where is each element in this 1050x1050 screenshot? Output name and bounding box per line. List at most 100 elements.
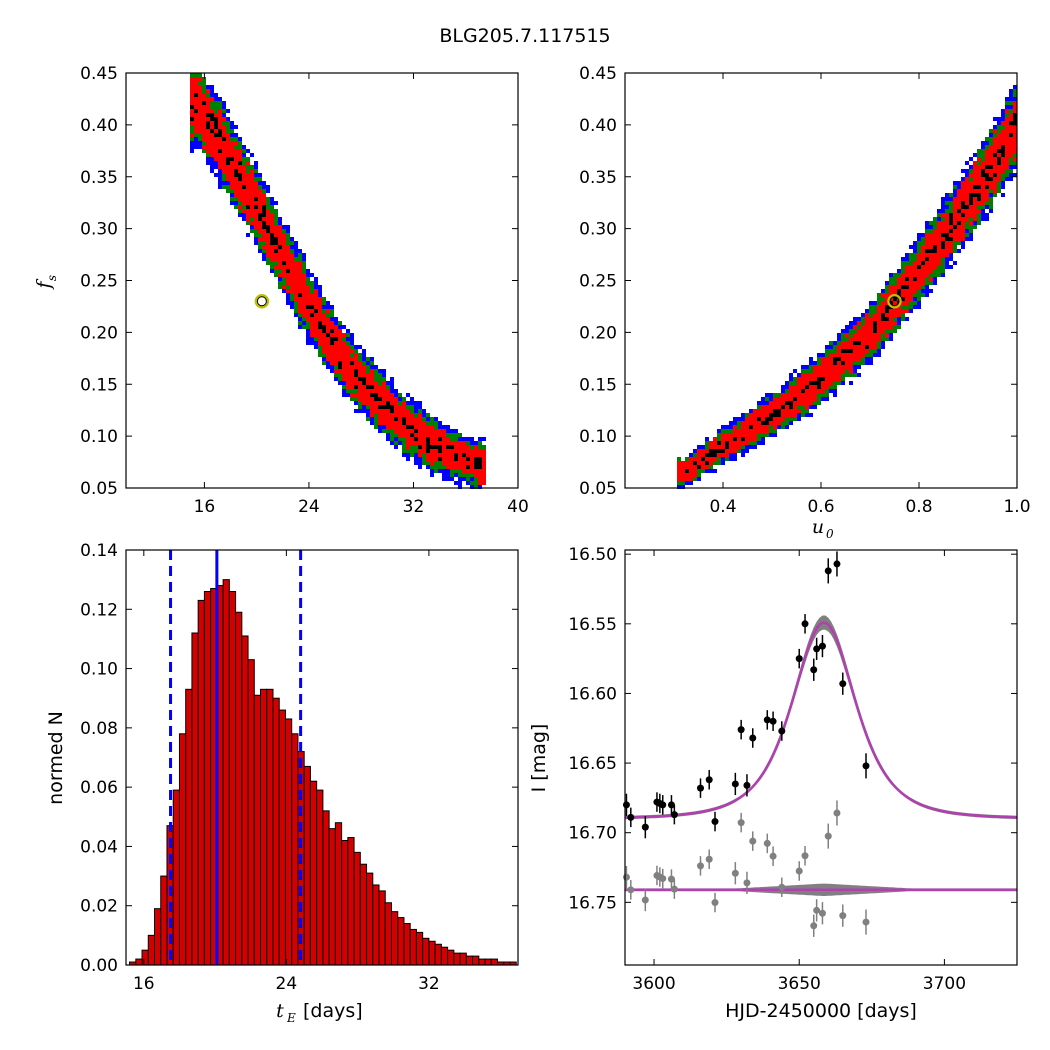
p1-heat-cell (306, 317, 310, 321)
p2-heat-cell (969, 225, 973, 229)
p1-heat-cell (222, 165, 226, 169)
p2-heat-cell (897, 269, 901, 273)
p1-heat-cell (326, 321, 330, 325)
p2-heat-cell (1013, 125, 1017, 129)
p1-heat-cell (310, 313, 314, 317)
p1-heat-cell (194, 137, 198, 141)
p4-residual-point (696, 862, 704, 870)
p2-heat-cell (849, 321, 853, 325)
p2-heat-cell (857, 373, 861, 377)
p1-heat-cell (446, 477, 450, 481)
p1-heat-cell (302, 261, 306, 265)
p3-hist-bar (291, 733, 299, 966)
p1-heat-cell (218, 133, 222, 137)
p2-xtick-label: 0.6 (807, 497, 834, 517)
p2-heat-cell (809, 393, 813, 397)
p1-heat-cell (346, 329, 350, 333)
p1-heat-cell (274, 265, 278, 269)
p2-heat-cell (961, 237, 965, 241)
p2-heat-cell (953, 245, 957, 249)
p2-heat-cell (901, 317, 905, 321)
p1-heat-cell (286, 245, 290, 249)
p1-heat-cell (334, 369, 338, 373)
p2-heat-cell (993, 177, 997, 181)
p2-heat-cell (949, 249, 953, 253)
p1-heat-cell (426, 461, 430, 465)
p1-heat-cell (210, 117, 214, 121)
p2-heat-cell (721, 449, 725, 453)
p2-heat-cell (901, 277, 905, 281)
p1-heat-cell (298, 285, 302, 289)
p1-heat-cell (246, 181, 250, 185)
p2-heat-cell (781, 397, 785, 401)
p2-heat-cell (893, 281, 897, 285)
p1-heat-cell (362, 353, 366, 357)
p1-heat-cell (250, 189, 254, 193)
p1-heat-cell (366, 369, 370, 373)
p1-heat-cell (334, 353, 338, 357)
p1-heat-cell (326, 329, 330, 333)
p2-heat-cell (981, 145, 985, 149)
p2-heat-cell (1005, 137, 1009, 141)
p2-heat-cell (865, 317, 869, 321)
p2-heat-cell (889, 281, 893, 285)
p2-heat-cell (833, 357, 837, 361)
p2-heat-cell (969, 197, 973, 201)
p2-heat-cell (957, 205, 961, 209)
p1-heat-cell (354, 353, 358, 357)
p2-heat-cell (917, 297, 921, 301)
p1-heat-cell (326, 313, 330, 317)
p1-heat-cell (354, 397, 358, 401)
p1-heat-cell (210, 169, 214, 173)
p2-heat-cell (721, 453, 725, 457)
p1-heat-cell (238, 185, 242, 189)
p1-heat-cell (242, 177, 246, 181)
p3-hist-bar (347, 837, 355, 966)
p1-heat-cell (350, 377, 354, 381)
p1-heat-cell (314, 293, 318, 297)
p2-heat-cell (817, 365, 821, 369)
p1-heat-cell (446, 425, 450, 429)
p1-heat-cell (474, 469, 478, 473)
p2-heat-cell (1013, 141, 1017, 145)
p2-heat-cell (729, 441, 733, 445)
p2-heat-cell (925, 265, 929, 269)
p1-heat-cell (234, 149, 238, 153)
p2-heat-cell (1013, 117, 1017, 121)
p2-heat-cell (725, 425, 729, 429)
p1-heat-cell (262, 237, 266, 241)
p1-heat-cell (278, 285, 282, 289)
p2-heat-cell (757, 417, 761, 421)
p1-heat-cell (222, 133, 226, 137)
p1-heat-cell (230, 157, 234, 161)
p2-heat-cell (833, 377, 837, 381)
p2-heat-cell (977, 165, 981, 169)
p2-heat-cell (817, 381, 821, 385)
p2-heat-cell (1005, 161, 1009, 165)
p2-heat-cell (693, 453, 697, 457)
p2-heat-cell (1005, 157, 1009, 161)
p2-heat-cell (741, 453, 745, 457)
p1-heat-cell (190, 73, 194, 77)
p1-heat-cell (318, 309, 322, 313)
p1-heat-cell (214, 165, 218, 169)
p4-data-point (622, 801, 630, 809)
p2-heat-cell (753, 421, 757, 425)
p1-heat-cell (270, 253, 274, 257)
p2-heat-cell (965, 233, 969, 237)
p1-heat-cell (462, 461, 466, 465)
p2-heat-cell (913, 289, 917, 293)
p2-heat-cell (869, 341, 873, 345)
p2-heat-cell (757, 429, 761, 433)
p4-ylabel: I [mag] (528, 724, 550, 793)
p1-heat-cell (410, 417, 414, 421)
p2-heat-cell (985, 141, 989, 145)
p1-heat-cell (302, 265, 306, 269)
p1-heat-cell (250, 173, 254, 177)
p1-heat-cell (422, 417, 426, 421)
p1-heat-cell (458, 453, 462, 457)
p2-heat-cell (837, 381, 841, 385)
p2-heat-cell (761, 413, 765, 417)
p1-heat-cell (214, 161, 218, 165)
p1-heat-cell (286, 301, 290, 305)
